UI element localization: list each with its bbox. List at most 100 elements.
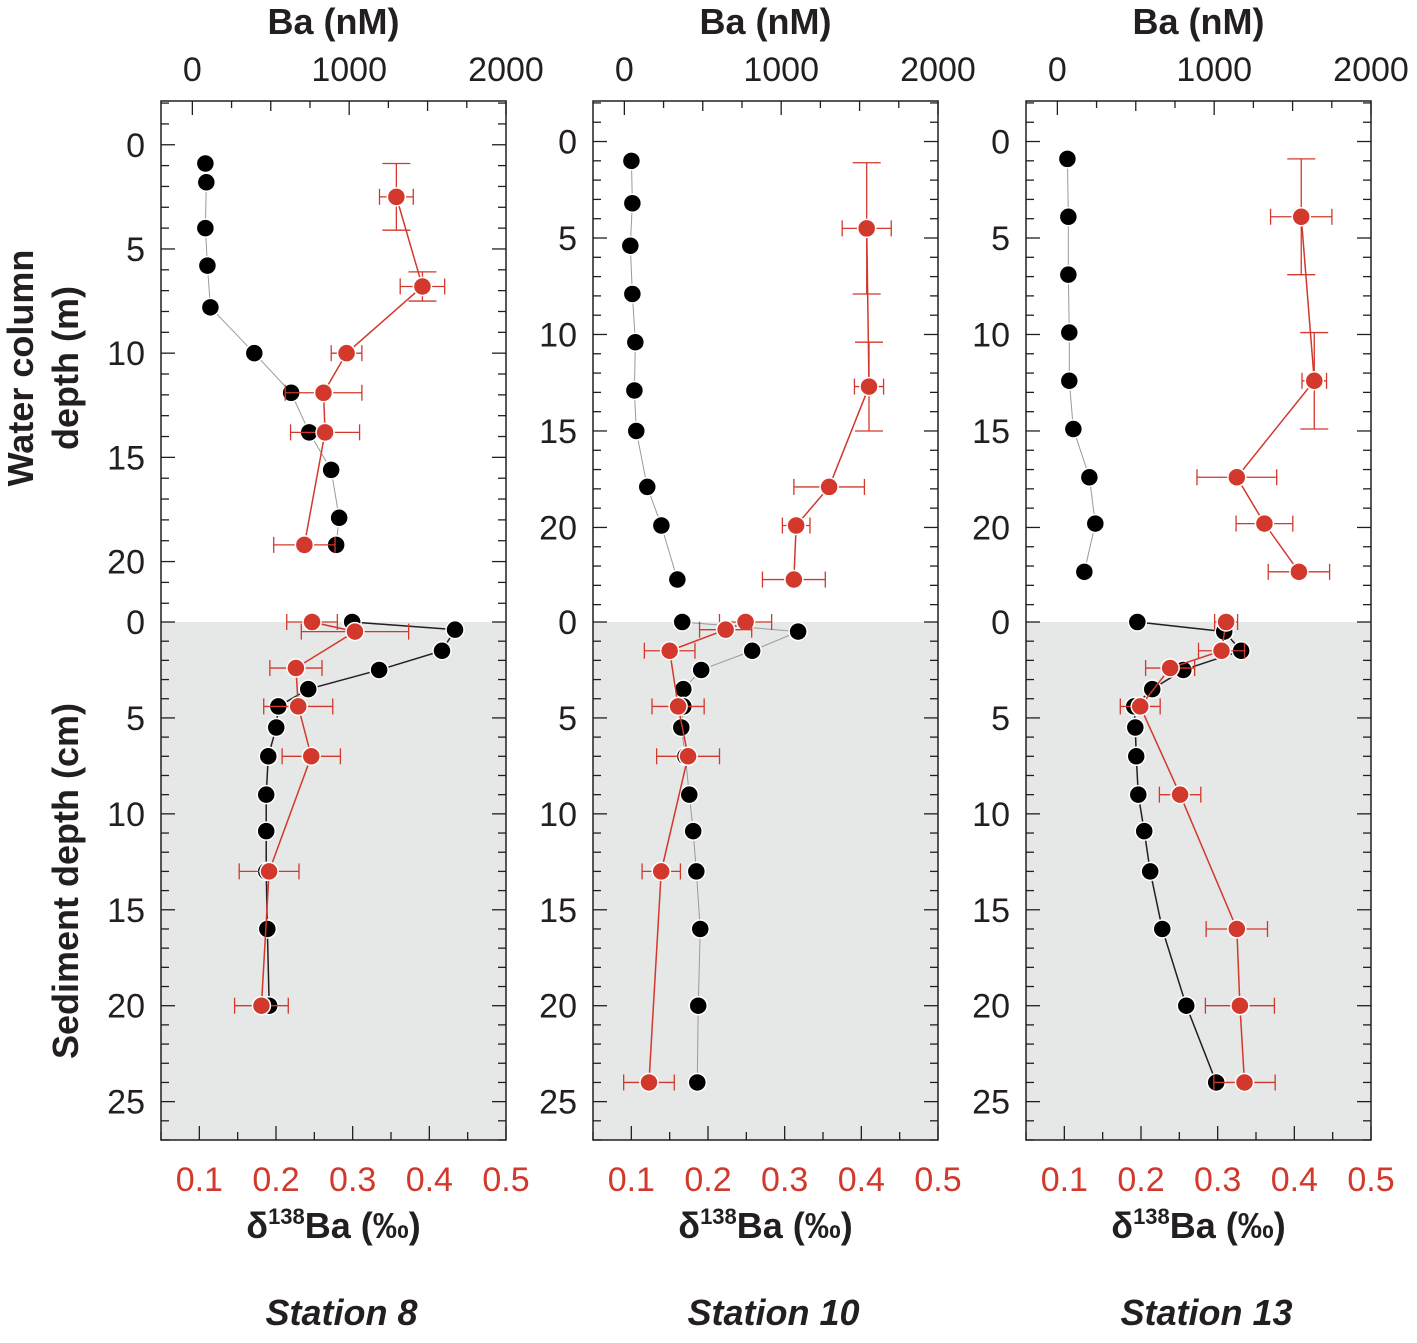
d138-point <box>412 276 433 297</box>
ba-point <box>624 380 645 401</box>
y-tick-label: 25 <box>972 1084 1010 1122</box>
d138-point <box>336 343 357 363</box>
y-tick-label: 20 <box>539 509 577 547</box>
y-tick-label: 5 <box>126 231 145 269</box>
ba-point <box>321 460 341 480</box>
d138-point <box>1291 207 1311 227</box>
ba-tick-label: 0 <box>183 51 202 89</box>
ba-point <box>432 641 452 661</box>
d138-tick-label: 0.5 <box>482 1161 529 1199</box>
ba-point <box>256 784 276 805</box>
ba-point <box>1058 207 1079 227</box>
ba-axis-title: Ba (nM) <box>268 1 400 42</box>
d138-point <box>819 477 839 497</box>
y-tick-label: 10 <box>539 316 577 354</box>
ba-point <box>1127 612 1148 632</box>
water-depth-title-line: Water column <box>0 250 41 487</box>
d138-point <box>678 746 698 767</box>
d138-point <box>735 612 756 632</box>
ba-point <box>691 660 711 680</box>
d138-point <box>288 696 308 717</box>
d138-point <box>639 1072 659 1093</box>
d138-tick-label: 0.1 <box>1041 1161 1088 1199</box>
ba-point <box>1152 919 1173 939</box>
d138-axis-title: δ138Ba (‰) <box>246 1204 421 1246</box>
d138-tick-label: 0.3 <box>1194 1161 1241 1199</box>
ba-series-line <box>629 160 678 580</box>
d138-point <box>286 658 306 678</box>
ba-point <box>679 784 700 805</box>
y-tick-label: 25 <box>107 1084 145 1122</box>
d138-point <box>345 621 365 642</box>
ba-point <box>369 660 389 680</box>
ba-series-line <box>1133 621 1243 1083</box>
d138-point <box>251 995 272 1016</box>
ba-point <box>667 569 688 590</box>
ba-tick-label: 0 <box>615 51 634 89</box>
d138-point <box>1304 371 1325 391</box>
y-tick-label: 0 <box>126 604 145 642</box>
ba-point <box>621 151 642 171</box>
ba-point <box>1063 419 1084 439</box>
y-tick-label: 10 <box>972 796 1010 834</box>
ba-tick-label: 2000 <box>1333 51 1409 89</box>
ba-point <box>622 193 643 214</box>
ba-point <box>1059 322 1080 343</box>
d138-point <box>715 619 736 640</box>
station-title: Station 13 <box>1120 1292 1292 1333</box>
y-tick-label: 15 <box>539 892 577 930</box>
d138-point <box>784 569 804 590</box>
ba-point <box>1079 467 1100 488</box>
sediment-background <box>593 622 938 1140</box>
ba-tick-label: 0 <box>1048 51 1067 89</box>
d138-point <box>1254 513 1275 534</box>
ba-point <box>258 746 279 767</box>
station-title: Station 10 <box>687 1292 859 1333</box>
sediment-background <box>1026 622 1371 1140</box>
d138-label-prefix: δ <box>1111 1205 1133 1246</box>
d138-tick-label: 0.4 <box>406 1161 453 1199</box>
panel-station-8: 0 5 10 15 20 0 5 10 15 20 25 0 1000 2000 Ba (nM) 0.1 0.2… <box>107 1 544 1333</box>
y-tick-label: 20 <box>107 988 145 1026</box>
d138-point <box>259 861 279 882</box>
ba-tick-label: 1000 <box>1176 51 1252 89</box>
ba-point <box>671 717 692 738</box>
panel-frame <box>592 100 939 1141</box>
panel-frame <box>160 100 507 1141</box>
d138-point <box>1211 641 1232 661</box>
ba-point <box>244 343 265 363</box>
ba-point <box>672 612 692 632</box>
ba-point <box>1085 513 1106 534</box>
ba-point <box>622 284 643 304</box>
y-tick-label: 0 <box>558 124 577 162</box>
ba-point <box>256 821 276 841</box>
y-tick-label: 20 <box>539 988 577 1026</box>
d138-point <box>856 218 877 239</box>
d138-point <box>651 861 671 882</box>
d138-tick-label: 0.1 <box>608 1161 655 1199</box>
d138-label-prefix: δ <box>678 1205 700 1246</box>
ba-tick-label: 2000 <box>900 51 976 89</box>
ba-point <box>626 421 647 441</box>
ba-point <box>195 218 216 238</box>
y-tick-label: 20 <box>972 988 1010 1026</box>
d138-point <box>1234 1072 1255 1093</box>
ba-point <box>1176 995 1197 1016</box>
ba-point <box>686 861 707 882</box>
d138-point <box>294 535 315 555</box>
y-tick-label: 5 <box>558 700 577 738</box>
ba-point <box>197 255 218 276</box>
d138-label-sup: 138 <box>700 1204 737 1229</box>
d138-tick-label: 0.2 <box>684 1161 731 1199</box>
sediment-background <box>161 622 506 1140</box>
sediment-depth-axis-title: Sediment depth (cm) <box>45 703 86 1059</box>
d138-tick-label: 0.4 <box>1271 1161 1318 1199</box>
ba-point <box>620 235 641 256</box>
ba-point <box>200 297 221 318</box>
d138-label-sup: 138 <box>1133 1204 1170 1229</box>
d138-axis-title: δ138Ba (‰) <box>678 1204 853 1246</box>
ba-point <box>1125 717 1146 738</box>
y-tick-label: 0 <box>991 124 1010 162</box>
d138-point <box>668 696 688 717</box>
